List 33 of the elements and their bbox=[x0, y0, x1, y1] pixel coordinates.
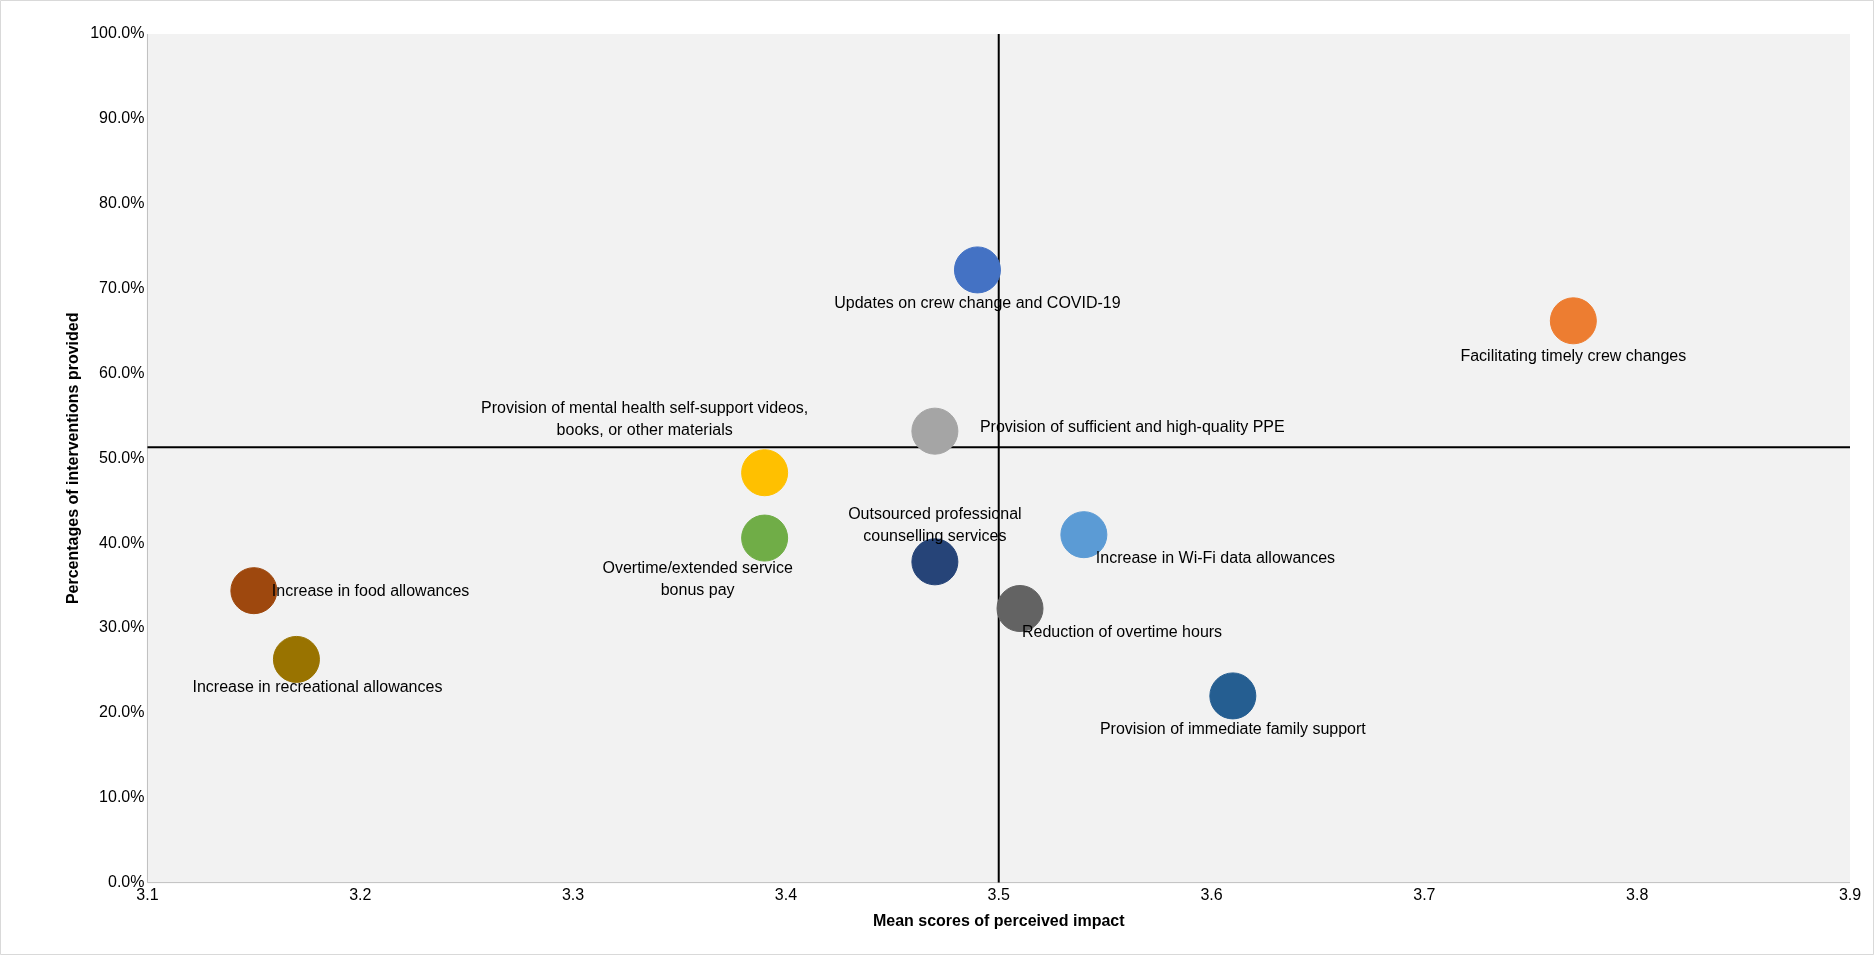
series-label: Increase in Wi-Fi data allowances bbox=[1095, 549, 1336, 567]
x-axis-title: Mean scores of perceived impact bbox=[872, 911, 1126, 929]
x-tick-label: 3.4 bbox=[774, 885, 798, 903]
y-tick-label: 10.0% bbox=[99, 788, 145, 806]
x-tick-label: 3.8 bbox=[1626, 885, 1649, 903]
x-tick-label: 3.3 bbox=[561, 885, 585, 903]
x-tick-label: 3.9 bbox=[1838, 885, 1862, 903]
x-tick-label: 3.5 bbox=[987, 885, 1010, 903]
x-tick-label: 3.2 bbox=[349, 885, 372, 903]
y-axis-title: Percentages of interventions provided bbox=[64, 312, 82, 605]
y-tick-label: 40.0% bbox=[99, 533, 145, 551]
series-label: Provision of immediate family support bbox=[1099, 720, 1367, 738]
y-tick-label: 70.0% bbox=[99, 278, 145, 296]
x-tick-label: 3.7 bbox=[1413, 885, 1436, 903]
point bbox=[1549, 297, 1597, 345]
point bbox=[741, 514, 789, 562]
series-label: Reduction of overtime hours bbox=[1022, 622, 1223, 640]
y-tick-label: 30.0% bbox=[99, 618, 145, 636]
point bbox=[1209, 672, 1257, 720]
y-tick-label: 50.0% bbox=[99, 448, 145, 466]
y-tick-label: 20.0% bbox=[99, 703, 145, 721]
text: Provision of mental health self-support videos, books, or other materials bbox=[480, 399, 809, 439]
point bbox=[741, 449, 789, 497]
y-tick-label: 80.0% bbox=[99, 194, 145, 212]
x-tick-label: 3.6 bbox=[1200, 885, 1223, 903]
series-label: Facilitating timely crew changes bbox=[1460, 347, 1687, 365]
point bbox=[953, 246, 1001, 294]
point bbox=[911, 407, 959, 455]
series-label: Overtime/extended service bonus pay bbox=[602, 559, 793, 599]
series-label: Increase in recreational allowances bbox=[192, 677, 443, 695]
y-tick-label: 100.0% bbox=[90, 24, 145, 42]
y-tick-label: 60.0% bbox=[99, 363, 145, 381]
y-tick-label: 90.0% bbox=[99, 109, 145, 127]
